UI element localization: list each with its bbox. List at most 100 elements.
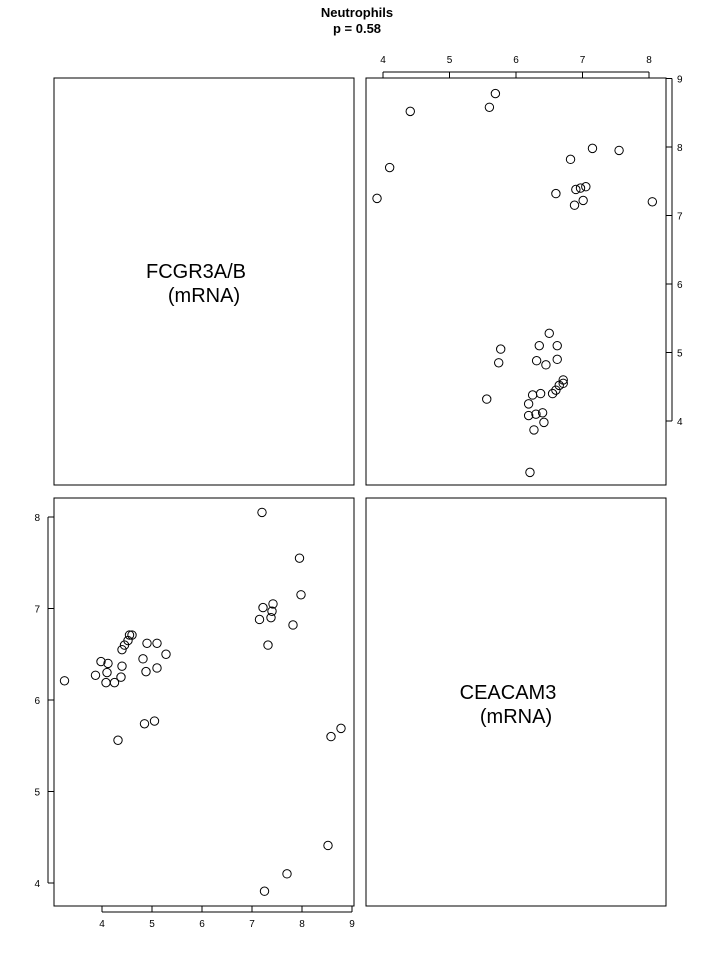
bottom-axis-tick-label: 5 [149,919,155,930]
data-point-upper-panel [575,183,586,193]
data-point-lower-panel [152,638,162,648]
data-point-upper-panel [529,425,539,435]
top-axis-tick-label: 4 [380,55,386,66]
data-point-upper-panel [534,340,544,351]
data-point-upper-panel [544,328,554,339]
data-point-lower-panel [288,620,298,630]
data-point-upper-panel [372,193,382,204]
data-point-lower-panel [268,599,278,609]
data-point-upper-panel [541,360,551,370]
axes-layer: 4 5 6 7 8 4 5 6 7 8 9 4 5 6 7 8 4 5 6 7 8 9 [34,55,683,930]
data-point-upper-panel [558,378,568,389]
data-point-lower-panel [152,663,162,673]
right-axis-tick-label: 5 [677,349,683,360]
data-point-upper-panel [525,467,535,478]
data-point-lower-panel [90,670,101,680]
right-axis-tick-label: 9 [677,75,683,86]
left-axis-tick-label: 8 [34,513,40,524]
data-point-upper-panel [484,102,495,112]
data-point-upper-panel [552,340,562,351]
data-point-upper-panel [537,408,548,418]
data-point-upper-panel [558,375,568,385]
data-point-lower-panel [326,731,336,742]
data-point-upper-panel [496,344,506,354]
diagonal-label-ceacam3-line2: (mRNA) [480,706,552,728]
data-point-lower-panel [149,716,160,726]
data-point-upper-panel [565,154,576,165]
data-point-lower-panel [258,602,268,613]
data-point-lower-panel [96,656,106,667]
data-point-lower-panel [336,723,346,734]
data-point-lower-panel [102,667,112,678]
data-point-upper-panel [523,399,534,409]
data-point-lower-panel [127,630,137,640]
data-point-upper-panel [535,388,546,399]
data-point-lower-panel [259,886,270,896]
data-point-upper-panel [647,197,658,207]
right-axis-tick-label: 6 [677,280,683,291]
data-point-upper-panel [587,143,598,154]
data-point-lower-panel [266,612,276,623]
chart-title: Neutrophils [321,5,393,20]
bottom-axis-tick-label: 4 [99,919,105,930]
data-point-lower-panel [138,654,148,664]
data-point-lower-panel [59,676,70,686]
top-axis-tick-label: 8 [646,55,652,66]
right-axis-tick-label: 8 [677,143,683,154]
data-point-upper-panel [531,356,542,366]
data-point-upper-panel [569,200,580,210]
data-point-lower-panel [117,644,127,655]
data-point-upper-panel [539,417,549,428]
left-axis-tick-label: 6 [34,696,40,707]
data-point-lower-panel [113,735,123,745]
data-point-upper-panel [578,195,588,206]
data-point-upper-panel [551,385,561,395]
data-point-lower-panel [263,640,273,650]
chart-subtitle: p = 0.58 [333,21,381,36]
data-point-upper-panel [490,88,501,99]
left-axis-tick-label: 7 [34,605,40,616]
data-point-lower-panel [124,630,135,640]
data-point-upper-panel [581,182,591,192]
left-axis-tick-label: 4 [34,879,40,890]
data-point-lower-panel [109,677,120,688]
bottom-axis-tick-label: 7 [249,919,255,930]
bottom-axis-tick-label: 6 [199,919,205,930]
data-point-lower-panel [282,869,292,879]
top-axis-tick-label: 7 [580,55,586,66]
bottom-axis-tick-label: 8 [299,919,305,930]
data-point-upper-panel [571,184,581,195]
data-point-upper-panel [552,354,562,365]
diagonal-label-ceacam3-line1: CEACAM3 [460,682,557,704]
data-point-lower-panel [161,649,171,659]
panel-bottom-left-scatter [53,497,355,907]
data-point-lower-panel [103,658,113,669]
data-point-upper-panel [614,145,624,156]
data-point-lower-panel [254,614,265,625]
data-point-upper-panel [551,188,561,199]
data-point-upper-panel [523,410,534,421]
bottom-axis-tick-label: 9 [349,919,355,930]
right-axis-tick-label: 7 [677,212,683,223]
diagonal-label-fcgr3-line2: (mRNA) [168,285,240,307]
top-axis-tick-label: 6 [513,55,519,66]
panel-bottom-right-diagonal [365,497,667,907]
data-point-lower-panel [142,638,152,648]
data-point-lower-panel [257,507,267,518]
data-point-upper-panel [405,106,415,117]
data-point-lower-panel [296,590,306,600]
diagonal-label-fcgr3-line1: FCGR3A/B [146,261,246,283]
left-axis-tick-label: 5 [34,788,40,799]
data-point-upper-panel [531,409,541,419]
data-point-upper-panel [384,162,395,173]
data-point-lower-panel [141,666,151,677]
data-point-lower-panel [116,672,126,682]
data-point-upper-panel [482,394,492,404]
data-point-upper-panel [547,388,558,399]
top-axis-tick-label: 5 [447,55,453,66]
data-point-lower-panel [117,661,127,671]
data-point-lower-panel [323,840,333,851]
data-point-lower-panel [294,553,305,563]
right-axis-tick-label: 4 [677,417,683,428]
